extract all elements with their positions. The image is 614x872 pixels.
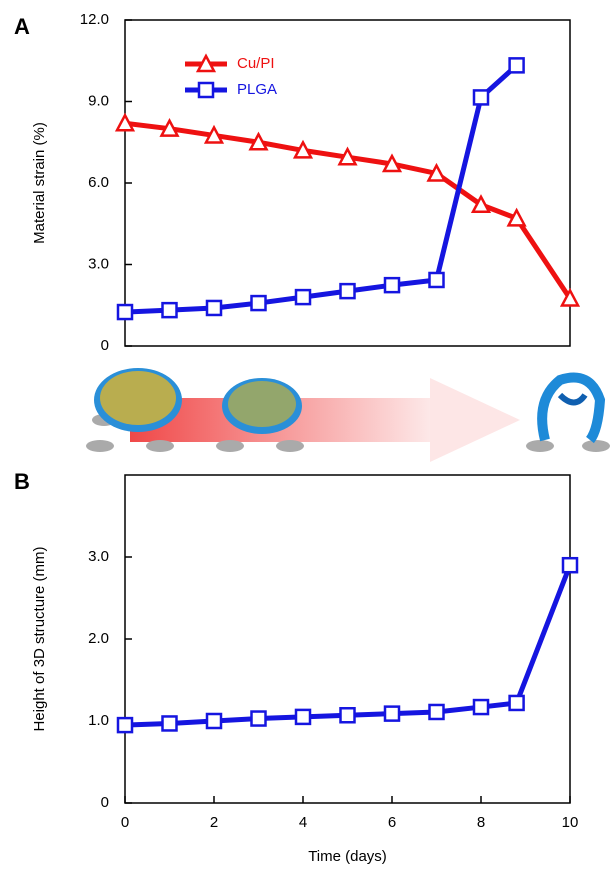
marker [561, 556, 579, 574]
marker [161, 301, 178, 319]
marker [197, 81, 215, 99]
illustration [86, 368, 610, 462]
panel-label: A [14, 14, 30, 39]
y-tick-label: 9.0 [88, 92, 109, 109]
marker [506, 207, 527, 227]
y-tick-label: 3.0 [88, 548, 109, 565]
x-tick-label: 4 [299, 814, 307, 831]
y-axis-label: Height of 3D structure (mm) [31, 546, 48, 731]
marker [383, 705, 401, 722]
marker [428, 271, 445, 289]
marker [195, 53, 217, 73]
marker [381, 153, 403, 173]
marker [205, 712, 223, 730]
marker [116, 716, 134, 734]
marker [250, 294, 267, 312]
marker [470, 194, 492, 213]
marker [203, 124, 225, 144]
y-tick-label: 0 [101, 794, 109, 811]
y-tick-label: 1.0 [88, 712, 109, 729]
series-line [124, 63, 519, 315]
marker [472, 89, 490, 106]
marker [383, 276, 401, 294]
marker [250, 710, 267, 727]
marker [116, 303, 134, 321]
marker [472, 698, 490, 716]
y-tick-label: 6.0 [88, 174, 109, 191]
legend-label: PLGA [237, 81, 277, 98]
x-tick-label: 8 [477, 814, 485, 831]
x-tick-label: 10 [562, 814, 579, 831]
y-tick-label: 12.0 [80, 11, 109, 28]
marker [248, 131, 269, 151]
y-tick-label: 3.0 [88, 255, 109, 272]
marker [508, 57, 525, 74]
marker [339, 282, 356, 300]
marker [339, 707, 356, 724]
marker [426, 162, 447, 182]
series-line [124, 564, 573, 728]
marker [161, 715, 178, 732]
x-tick-label: 6 [388, 814, 396, 831]
y-tick-label: 2.0 [88, 630, 109, 647]
x-axis-label: Time (days) [308, 848, 387, 865]
marker [205, 299, 223, 317]
y-axis-label: Material strain (%) [31, 122, 48, 244]
marker [508, 694, 525, 712]
y-tick-label: 0 [101, 337, 109, 354]
marker [294, 708, 312, 726]
marker [559, 287, 581, 307]
marker [428, 703, 445, 721]
marker [159, 118, 180, 137]
plot-frame [124, 474, 571, 804]
marker [114, 112, 136, 132]
marker [337, 146, 358, 166]
legend-label: Cu/PI [237, 55, 275, 72]
marker [292, 139, 314, 159]
x-tick-label: 0 [121, 814, 129, 831]
marker [294, 288, 312, 306]
x-tick-label: 2 [210, 814, 218, 831]
panel-label: B [14, 469, 30, 494]
